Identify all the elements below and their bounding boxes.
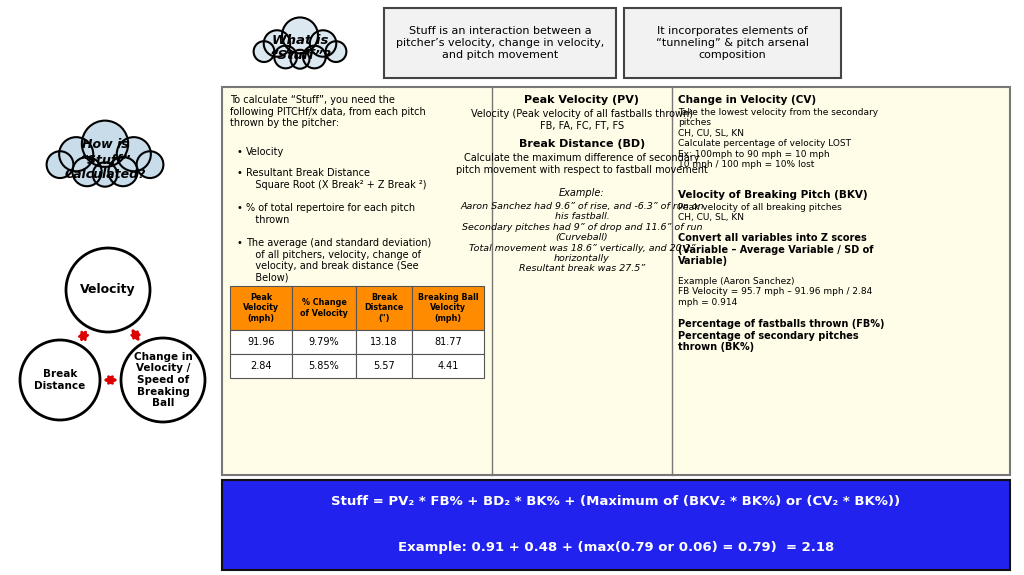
Circle shape (291, 50, 309, 68)
Text: •: • (236, 238, 242, 248)
FancyBboxPatch shape (292, 330, 356, 354)
FancyBboxPatch shape (230, 330, 292, 354)
Text: 5.57: 5.57 (373, 361, 395, 371)
Circle shape (274, 45, 297, 68)
Text: 13.18: 13.18 (371, 337, 397, 347)
Text: Break
Distance: Break Distance (35, 369, 86, 391)
FancyBboxPatch shape (292, 286, 356, 330)
Text: 5.85%: 5.85% (308, 361, 339, 371)
Text: Example: 0.91 + 0.48 + (max(0.79 or 0.06) = 0.79)  = 2.18: Example: 0.91 + 0.48 + (max(0.79 or 0.06… (398, 542, 835, 554)
Text: Change in Velocity (CV): Change in Velocity (CV) (678, 95, 816, 105)
Circle shape (264, 30, 290, 57)
Text: Breaking Ball
Velocity
(mph): Breaking Ball Velocity (mph) (418, 293, 478, 323)
Text: 4.41: 4.41 (437, 361, 459, 371)
Circle shape (59, 137, 93, 171)
Text: 9.79%: 9.79% (308, 337, 339, 347)
FancyBboxPatch shape (412, 286, 484, 330)
Circle shape (47, 151, 74, 178)
Text: Peak
Velocity
(mph): Peak Velocity (mph) (243, 293, 280, 323)
FancyBboxPatch shape (412, 354, 484, 378)
Circle shape (310, 30, 336, 57)
Text: Percentage of fastballs thrown (FB%)
Percentage of secondary pitches
thrown (BK%: Percentage of fastballs thrown (FB%) Per… (678, 319, 885, 352)
Text: How is
“Stuff”
Calculated?: How is “Stuff” Calculated? (65, 139, 145, 182)
Text: To calculate “Stuff”, you need the
following PITCHf/x data, from each pitch
thro: To calculate “Stuff”, you need the follo… (230, 95, 426, 128)
FancyBboxPatch shape (222, 480, 1010, 570)
Text: •: • (236, 168, 242, 178)
Text: 2.84: 2.84 (250, 361, 271, 371)
Circle shape (109, 157, 137, 186)
Text: Velocity: Velocity (246, 147, 285, 157)
FancyBboxPatch shape (384, 8, 616, 78)
FancyBboxPatch shape (356, 330, 412, 354)
Text: % of total repertoire for each pitch
   thrown: % of total repertoire for each pitch thr… (246, 203, 415, 225)
Circle shape (73, 157, 101, 186)
Text: % Change
of Velocity: % Change of Velocity (300, 298, 348, 318)
Text: Calculate the maximum difference of secondary
pitch movement with respect to fas: Calculate the maximum difference of seco… (456, 153, 708, 175)
FancyBboxPatch shape (356, 354, 412, 378)
Text: Break
Distance
("): Break Distance (") (365, 293, 403, 323)
Circle shape (136, 151, 164, 178)
Text: Stuff is an interaction between a
pitcher’s velocity, change in velocity,
and pi: Stuff is an interaction between a pitche… (396, 26, 604, 60)
FancyBboxPatch shape (292, 354, 356, 378)
Circle shape (93, 162, 117, 187)
Circle shape (20, 340, 100, 420)
Text: Convert all variables into Z scores
(Variable – Average Variable / SD of
Variabl: Convert all variables into Z scores (Var… (678, 233, 873, 266)
FancyBboxPatch shape (412, 330, 484, 354)
Text: Aaron Sanchez had 9.6” of rise, and -6.3” of run on
his fastball.
Secondary pitc: Aaron Sanchez had 9.6” of rise, and -6.3… (460, 202, 703, 273)
Circle shape (254, 41, 274, 62)
Circle shape (303, 45, 326, 68)
FancyBboxPatch shape (356, 286, 412, 330)
Text: Stuff = PV₂ * FB% + BD₂ * BK% + (Maximum of (BKV₂ * BK%) or (CV₂ * BK%)): Stuff = PV₂ * FB% + BD₂ * BK% + (Maximum… (332, 496, 900, 508)
Text: What is
“Stuff”?: What is “Stuff”? (269, 34, 331, 62)
FancyBboxPatch shape (230, 286, 292, 330)
Text: It incorporates elements of
“tunneling” & pitch arsenal
composition: It incorporates elements of “tunneling” … (656, 26, 809, 60)
Text: •: • (236, 147, 242, 157)
Text: Velocity of Breaking Pitch (BKV): Velocity of Breaking Pitch (BKV) (678, 190, 867, 200)
Circle shape (282, 17, 318, 53)
Text: Peak Velocity (PV): Peak Velocity (PV) (524, 95, 640, 105)
Text: Peak velocity of all breaking pitches
CH, CU, SL, KN: Peak velocity of all breaking pitches CH… (678, 203, 842, 223)
Circle shape (121, 338, 205, 422)
Circle shape (66, 248, 150, 332)
Text: 91.96: 91.96 (247, 337, 274, 347)
Text: 81.77: 81.77 (434, 337, 462, 347)
FancyBboxPatch shape (624, 8, 841, 78)
Text: Velocity: Velocity (80, 283, 136, 297)
Text: Example:: Example: (559, 188, 605, 198)
FancyBboxPatch shape (230, 354, 292, 378)
Circle shape (326, 41, 346, 62)
FancyBboxPatch shape (222, 87, 1010, 475)
Text: Break Distance (BD): Break Distance (BD) (519, 139, 645, 149)
Text: Change in
Velocity /
Speed of
Breaking
Ball: Change in Velocity / Speed of Breaking B… (133, 352, 193, 408)
Circle shape (117, 137, 151, 171)
Circle shape (82, 121, 128, 167)
Text: Resultant Break Distance
   Square Root (X Break² + Z Break ²): Resultant Break Distance Square Root (X … (246, 168, 427, 190)
Text: Velocity (Peak velocity of all fastballs thrown)
FB, FA, FC, FT, FS: Velocity (Peak velocity of all fastballs… (471, 109, 693, 131)
Text: Example (Aaron Sanchez)
FB Velocity = 95.7 mph – 91.96 mph / 2.84
mph = 0.914: Example (Aaron Sanchez) FB Velocity = 95… (678, 277, 872, 307)
Text: •: • (236, 203, 242, 213)
Text: Take the lowest velocity from the secondary
pitches
CH, CU, SL, KN
Calculate per: Take the lowest velocity from the second… (678, 108, 879, 169)
Text: The average (and standard deviation)
   of all pitchers, velocity, change of
   : The average (and standard deviation) of … (246, 238, 431, 283)
